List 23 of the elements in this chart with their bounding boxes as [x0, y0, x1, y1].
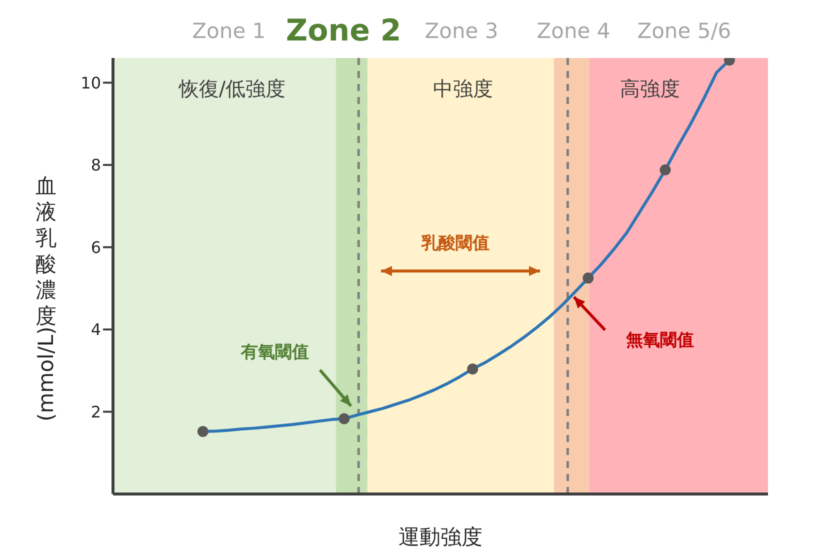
text: Zone 5/6	[637, 18, 732, 43]
annotation: 有氧閾值	[240, 342, 309, 362]
annotation: 乳酸閾值	[420, 233, 490, 254]
annotation: 高強度	[620, 76, 680, 101]
annotation: 恢復/低強度	[178, 76, 286, 101]
y-tick-label: 2	[90, 402, 101, 422]
text: Zone 3	[424, 18, 498, 43]
y-tick-label: 8	[90, 156, 101, 175]
annotation: 中強度	[432, 76, 493, 101]
x-axis-title: 運動強度	[398, 525, 482, 548]
point	[582, 272, 594, 284]
y-tick-label: 10	[80, 73, 101, 92]
text: Zone 4	[536, 18, 610, 43]
text: Zone 1	[192, 18, 266, 43]
y-tick-label: 4	[90, 320, 101, 340]
point	[660, 164, 671, 176]
point	[338, 413, 350, 424]
y-tick-label: 6	[90, 238, 101, 257]
point	[467, 363, 478, 374]
annotation: 無氧閾值	[624, 330, 694, 351]
point	[197, 426, 208, 437]
y-axis-title: 血液乳酸濃度(mmol/L)	[34, 174, 58, 422]
text: Zone 2	[286, 13, 402, 48]
